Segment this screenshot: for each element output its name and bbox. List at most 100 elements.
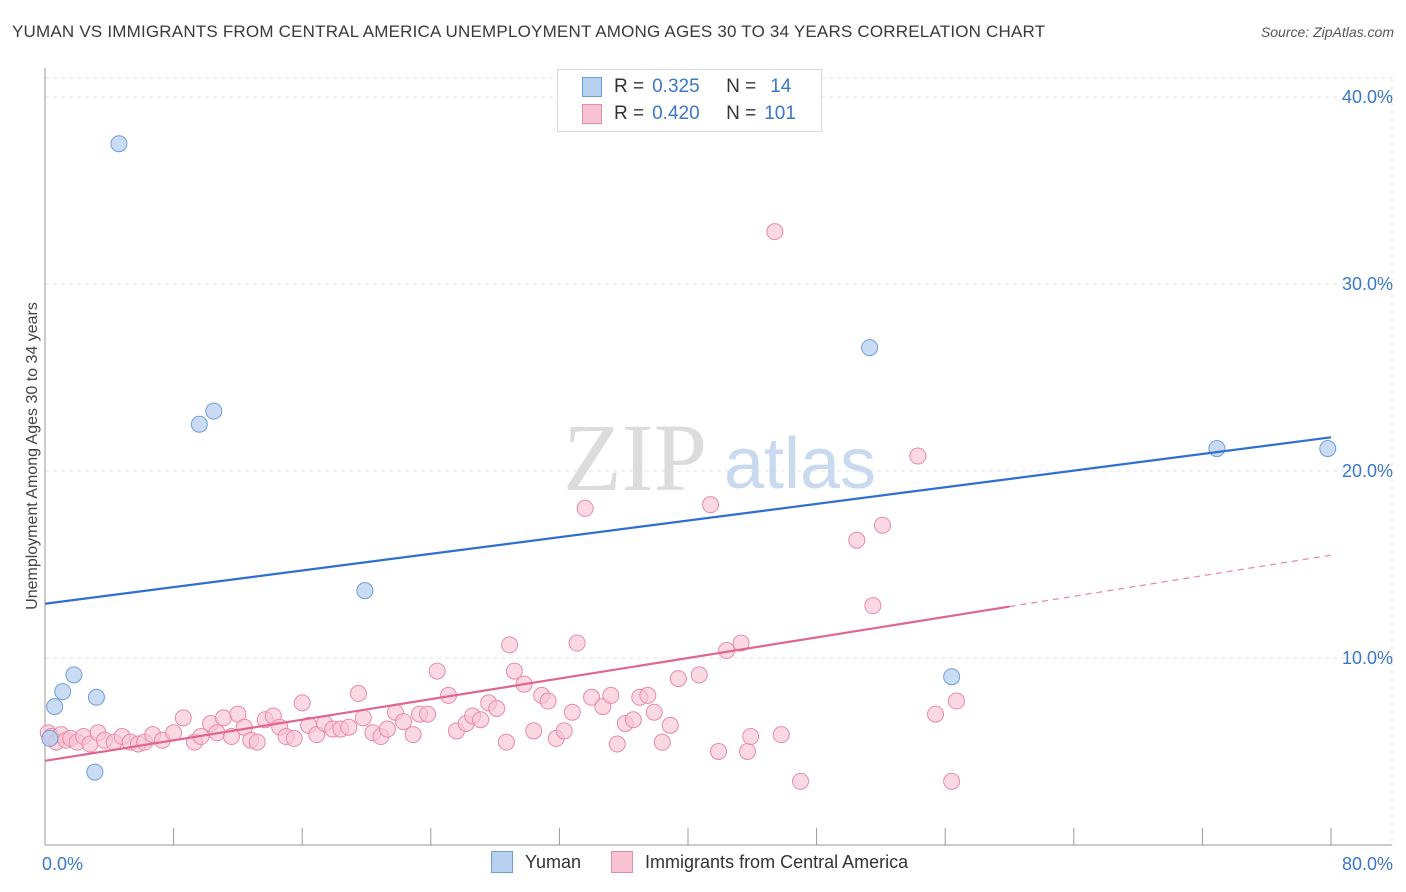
immigrants-point — [539, 692, 557, 710]
immigrants-point — [943, 772, 961, 790]
legend-swatch-immigrants — [582, 104, 602, 124]
yuman-point — [1208, 440, 1226, 458]
bottom-legend-swatch-yuman — [491, 851, 513, 873]
legend-r-value-yuman: 0.325 — [652, 76, 700, 97]
immigrants-point — [576, 499, 594, 517]
immigrants-point — [285, 729, 303, 747]
immigrants-point — [349, 685, 367, 703]
legend-row-yuman: R = 0.325 N = 14 — [582, 74, 791, 100]
legend: R = 0.325 N = 14 R = 0.420 N = 101 — [557, 69, 822, 132]
immigrants-point — [354, 709, 372, 727]
immigrants-point — [293, 694, 311, 712]
immigrants-point — [702, 496, 720, 514]
yuman-trend-line — [44, 436, 1332, 605]
bottom-legend-swatch-immigrants — [611, 851, 634, 873]
yuman-point — [86, 763, 104, 781]
yuman-point — [54, 683, 72, 701]
immigrants-point — [645, 703, 663, 721]
immigrants-point — [927, 705, 945, 723]
immigrants-point — [947, 692, 965, 710]
legend-n-label: N = — [726, 76, 757, 97]
immigrants-point — [653, 733, 671, 751]
bottom-legend-label-immigrants: Immigrants from Central America — [645, 851, 909, 872]
yuman-point — [943, 668, 961, 686]
immigrants-point — [639, 686, 657, 704]
yuman-point — [65, 666, 83, 684]
bottom-legend: Yuman Immigrants from Central America — [491, 851, 938, 873]
y-tick-label: 20.0% — [1342, 461, 1393, 481]
immigrants-point — [340, 718, 358, 736]
x-tick-label-min: 0.0% — [42, 854, 83, 874]
immigrants-point — [501, 636, 519, 654]
immigrants-point — [568, 634, 586, 652]
immigrants-point — [174, 709, 192, 727]
immigrants-point — [792, 772, 810, 790]
immigrants-point — [497, 733, 515, 751]
immigrants-point — [378, 720, 396, 738]
yuman-point — [87, 688, 105, 706]
legend-r-label: R = — [614, 103, 645, 124]
immigrants-point — [214, 709, 232, 727]
immigrants-point — [602, 686, 620, 704]
legend-r-label: R = — [614, 76, 645, 97]
y-tick-label: 30.0% — [1342, 274, 1393, 294]
legend-n-label: N = — [726, 103, 757, 124]
immigrants-point — [419, 705, 437, 723]
immigrants-point — [669, 670, 687, 688]
immigrants-point — [428, 662, 446, 680]
immigrants-point — [488, 699, 506, 717]
legend-n-value-yuman: 14 — [770, 76, 792, 97]
y-tick-label: 10.0% — [1342, 648, 1393, 668]
immigrants-trend-line — [44, 605, 1010, 762]
watermark-atlas: atlas — [724, 424, 876, 504]
immigrants-point — [732, 634, 750, 652]
yuman-point — [861, 339, 879, 357]
yuman-point — [46, 698, 64, 716]
x-tick-label-max: 80.0% — [1342, 854, 1393, 874]
legend-r-value-immigrants: 0.420 — [652, 103, 700, 124]
legend-row-immigrants: R = 0.420 N = 101 — [582, 101, 796, 127]
axes-layer — [44, 68, 1392, 846]
immigrants-point — [864, 597, 882, 615]
immigrants-point — [505, 662, 523, 680]
y-axis-label: Unemployment Among Ages 30 to 34 years — [24, 302, 41, 610]
yuman-point — [205, 402, 223, 420]
immigrants-point — [772, 726, 790, 744]
watermark-zip: ZIP — [563, 404, 707, 511]
yuman-points — [41, 135, 1337, 781]
immigrants-point — [848, 531, 866, 549]
immigrants-point — [248, 733, 266, 751]
watermark: ZIP atlas — [563, 404, 876, 511]
immigrants-point — [738, 743, 756, 760]
immigrants-point — [555, 722, 573, 740]
immigrants-point — [563, 703, 581, 721]
immigrants-point — [608, 735, 626, 753]
trend-layer — [44, 436, 1332, 762]
immigrants-point — [583, 688, 601, 706]
labels-layer: 10.0% 20.0% 30.0% 40.0% 0.0% 80.0% — [42, 87, 1393, 874]
bottom-legend-label-yuman: Yuman — [525, 851, 582, 872]
source-label: Source: ZipAtlas.com — [1260, 24, 1394, 40]
immigrants-point — [909, 447, 927, 465]
legend-swatch-yuman — [582, 77, 602, 97]
immigrants-trend-extension — [1009, 554, 1332, 608]
yuman-point — [356, 582, 374, 600]
bottom-legend-yuman: Yuman — [491, 851, 581, 873]
immigrants-point — [394, 713, 412, 731]
bottom-legend-immigrants: Immigrants from Central America — [611, 851, 908, 873]
yuman-point — [110, 135, 128, 153]
chart-title: YUMAN VS IMMIGRANTS FROM CENTRAL AMERICA… — [12, 22, 1046, 41]
immigrants-point — [874, 516, 892, 534]
immigrants-point — [742, 728, 760, 746]
immigrants-point — [472, 711, 490, 729]
yuman-point — [190, 415, 208, 433]
immigrants-point — [710, 743, 728, 760]
yuman-point — [1319, 440, 1337, 458]
immigrants-point — [624, 711, 642, 729]
immigrants-point — [766, 223, 784, 241]
y-tick-label: 40.0% — [1342, 87, 1393, 107]
legend-n-value-immigrants: 101 — [764, 103, 796, 124]
immigrants-point — [404, 726, 422, 744]
immigrants-point — [661, 716, 679, 734]
